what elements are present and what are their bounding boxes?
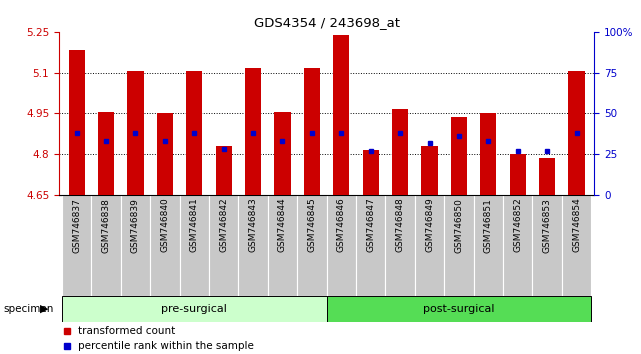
Bar: [480, 113, 496, 195]
Text: GSM746851: GSM746851: [484, 198, 493, 253]
Bar: [363, 150, 379, 195]
Text: post-surgical: post-surgical: [423, 304, 495, 314]
Bar: [91, 195, 121, 296]
Bar: [62, 195, 91, 296]
Text: GSM746854: GSM746854: [572, 198, 581, 252]
Bar: [415, 195, 444, 296]
Text: specimen: specimen: [3, 304, 54, 314]
Text: GSM746843: GSM746843: [249, 198, 258, 252]
Bar: [304, 69, 320, 195]
Text: GSM746841: GSM746841: [190, 198, 199, 252]
Bar: [238, 195, 268, 296]
Bar: [274, 112, 290, 195]
Bar: [297, 195, 326, 296]
Text: GSM746849: GSM746849: [425, 198, 434, 252]
Text: GSM746848: GSM746848: [395, 198, 404, 252]
Bar: [69, 50, 85, 195]
Text: GSM746838: GSM746838: [101, 198, 110, 253]
Bar: [356, 195, 385, 296]
Bar: [245, 69, 261, 195]
Bar: [150, 195, 179, 296]
Bar: [392, 109, 408, 195]
Bar: [533, 195, 562, 296]
Text: GSM746846: GSM746846: [337, 198, 345, 252]
Text: GSM746842: GSM746842: [219, 198, 228, 252]
Text: GSM746847: GSM746847: [366, 198, 375, 252]
Bar: [444, 195, 474, 296]
Text: GSM746845: GSM746845: [308, 198, 317, 252]
Bar: [474, 195, 503, 296]
Bar: [62, 296, 326, 322]
Bar: [326, 195, 356, 296]
Bar: [539, 158, 555, 195]
Bar: [98, 112, 114, 195]
Text: ▶: ▶: [40, 304, 48, 314]
Text: GSM746840: GSM746840: [160, 198, 169, 252]
Text: transformed count: transformed count: [78, 326, 175, 336]
Bar: [385, 195, 415, 296]
Bar: [128, 71, 144, 195]
Bar: [209, 195, 238, 296]
Text: pre-surgical: pre-surgical: [162, 304, 227, 314]
Bar: [510, 154, 526, 195]
Text: GSM746853: GSM746853: [543, 198, 552, 253]
Bar: [503, 195, 533, 296]
Bar: [569, 71, 585, 195]
Bar: [268, 195, 297, 296]
Text: GSM746852: GSM746852: [513, 198, 522, 252]
Bar: [333, 35, 349, 195]
Bar: [186, 71, 203, 195]
Text: GSM746850: GSM746850: [454, 198, 463, 253]
Title: GDS4354 / 243698_at: GDS4354 / 243698_at: [254, 16, 399, 29]
Text: GSM746844: GSM746844: [278, 198, 287, 252]
Bar: [326, 296, 591, 322]
Text: percentile rank within the sample: percentile rank within the sample: [78, 341, 254, 350]
Bar: [179, 195, 209, 296]
Text: GSM746837: GSM746837: [72, 198, 81, 253]
Bar: [157, 113, 173, 195]
Bar: [562, 195, 591, 296]
Text: GSM746839: GSM746839: [131, 198, 140, 253]
Bar: [421, 146, 438, 195]
Bar: [451, 118, 467, 195]
Bar: [215, 146, 232, 195]
Bar: [121, 195, 150, 296]
